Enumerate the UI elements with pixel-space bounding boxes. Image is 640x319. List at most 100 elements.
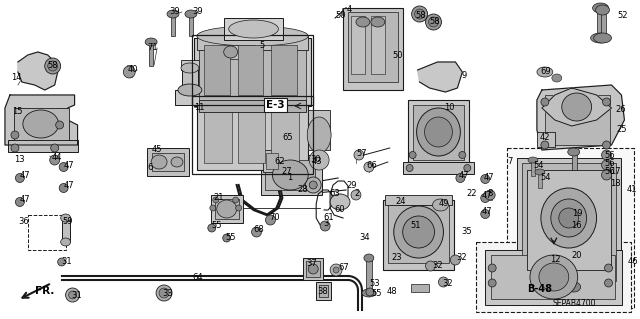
Polygon shape (418, 62, 462, 92)
Ellipse shape (266, 215, 275, 225)
Text: 32: 32 (442, 278, 453, 287)
Text: 5: 5 (259, 41, 265, 49)
Bar (260, 155, 322, 195)
Ellipse shape (61, 214, 70, 222)
Bar (403, 162, 474, 174)
Text: 11: 11 (194, 102, 204, 112)
Text: 47: 47 (63, 160, 74, 169)
Bar (385, 195, 452, 205)
Ellipse shape (593, 33, 611, 43)
Ellipse shape (23, 110, 59, 138)
Text: 26: 26 (616, 106, 626, 115)
Text: 37: 37 (307, 259, 317, 269)
Text: 2: 2 (354, 189, 359, 197)
Bar (182, 68, 198, 92)
Ellipse shape (591, 33, 611, 43)
Ellipse shape (159, 288, 169, 298)
Ellipse shape (50, 155, 60, 165)
Ellipse shape (330, 194, 350, 210)
Ellipse shape (45, 58, 61, 74)
Text: 50: 50 (335, 11, 346, 19)
Text: 6: 6 (147, 164, 152, 173)
Ellipse shape (68, 291, 77, 299)
Text: 67: 67 (338, 263, 349, 271)
Ellipse shape (567, 282, 580, 292)
Ellipse shape (552, 74, 562, 82)
Text: 47: 47 (483, 173, 494, 182)
Ellipse shape (596, 5, 609, 15)
Ellipse shape (167, 10, 179, 18)
Text: 40: 40 (127, 65, 138, 75)
Bar (476, 242, 632, 312)
Bar (572, 152, 577, 207)
Ellipse shape (559, 208, 579, 228)
Bar (204, 45, 230, 95)
Bar (224, 45, 253, 59)
Ellipse shape (171, 157, 183, 167)
Ellipse shape (362, 289, 376, 297)
Ellipse shape (569, 210, 579, 220)
Text: 57: 57 (356, 149, 367, 158)
Bar (215, 199, 239, 219)
Bar (199, 42, 307, 102)
Bar (152, 153, 184, 171)
Ellipse shape (593, 3, 609, 13)
Text: 18: 18 (611, 179, 621, 188)
Ellipse shape (488, 279, 496, 287)
Ellipse shape (320, 221, 330, 231)
Text: 59: 59 (63, 218, 73, 226)
Text: 66: 66 (366, 160, 377, 169)
Ellipse shape (541, 98, 549, 106)
Bar (537, 132, 555, 147)
Ellipse shape (426, 261, 435, 271)
Text: 25: 25 (616, 124, 627, 133)
Ellipse shape (56, 121, 63, 129)
Bar (189, 14, 193, 36)
Ellipse shape (58, 258, 66, 266)
Ellipse shape (551, 199, 587, 237)
Ellipse shape (403, 216, 435, 248)
Bar (217, 42, 262, 62)
Text: 46: 46 (627, 256, 638, 265)
Bar (308, 110, 330, 150)
Ellipse shape (15, 174, 24, 182)
Text: 54: 54 (540, 174, 550, 182)
Bar (28, 215, 66, 250)
Text: 31: 31 (61, 256, 72, 265)
Ellipse shape (11, 131, 19, 139)
Bar (175, 90, 205, 105)
Ellipse shape (415, 9, 424, 19)
Text: 24: 24 (396, 197, 406, 206)
Text: 71: 71 (147, 43, 158, 53)
Bar (237, 45, 264, 95)
Text: 27: 27 (282, 167, 292, 176)
Text: 41: 41 (627, 184, 637, 194)
Ellipse shape (333, 267, 339, 273)
Ellipse shape (530, 255, 578, 299)
Text: 47: 47 (20, 172, 31, 181)
Ellipse shape (354, 150, 364, 160)
Bar (194, 38, 311, 106)
Text: 15: 15 (12, 107, 22, 115)
Ellipse shape (568, 148, 580, 156)
Bar (531, 160, 535, 176)
Ellipse shape (537, 67, 553, 77)
Bar (271, 45, 298, 95)
Ellipse shape (356, 17, 370, 27)
Text: 58: 58 (429, 18, 440, 26)
Ellipse shape (223, 234, 230, 242)
Ellipse shape (145, 38, 157, 46)
Ellipse shape (181, 63, 199, 73)
Text: 21: 21 (214, 192, 224, 202)
Text: 29: 29 (346, 181, 356, 189)
Bar (596, 10, 605, 40)
Text: 23: 23 (392, 254, 403, 263)
Ellipse shape (409, 152, 416, 159)
Text: 47: 47 (481, 207, 492, 217)
Text: 4: 4 (347, 5, 352, 14)
Text: 55: 55 (212, 220, 222, 229)
Text: 34: 34 (359, 233, 369, 241)
Ellipse shape (308, 264, 318, 274)
Text: 3: 3 (323, 219, 328, 228)
Polygon shape (18, 52, 58, 90)
